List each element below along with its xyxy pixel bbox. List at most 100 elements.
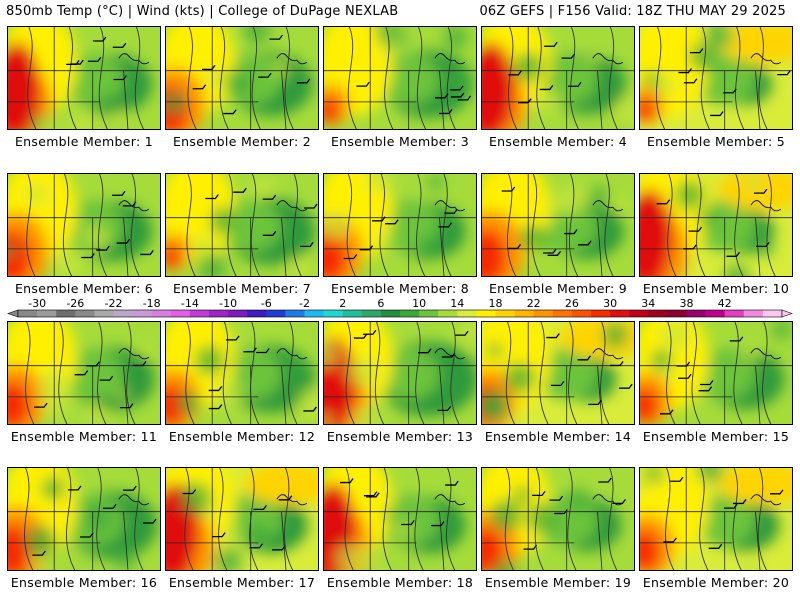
ensemble-member-map [481, 26, 635, 130]
colorbar-swatch [724, 310, 745, 317]
temperature-map [640, 27, 792, 129]
colorbar-swatch [762, 310, 783, 317]
colorbar-tick-label: 42 [718, 297, 732, 310]
colorbar-swatch [209, 310, 229, 317]
ensemble-member-map [639, 321, 793, 425]
colorbar-tick-label: -26 [66, 297, 84, 310]
temperature-colorbar: -30 -26 -22 -18 -14 -10 -6 -2 2 6 10 14 18 22 26 30 34 38… [7, 297, 793, 318]
temperature-map [482, 27, 634, 129]
colorbar-swatch [361, 310, 382, 317]
colorbar-swatch [380, 310, 401, 317]
temperature-map [166, 27, 318, 129]
temperature-map [324, 468, 476, 570]
colorbar-tick-label: 2 [339, 297, 346, 310]
colorbar-swatch [533, 310, 554, 317]
ensemble-member-map [323, 173, 477, 277]
colorbar-tick-label: 30 [603, 297, 617, 310]
colorbar-swatch [228, 310, 248, 317]
ensemble-member-map [165, 173, 319, 277]
colorbar-tick-label: -14 [181, 297, 199, 310]
colorbar-left-arrow [7, 309, 19, 318]
member-label: Ensemble Member: 15 [642, 429, 790, 444]
colorbar-swatch [514, 310, 535, 317]
temperature-map [8, 468, 160, 570]
member-label: Ensemble Member: 11 [10, 429, 158, 444]
member-label: Ensemble Member: 19 [484, 575, 632, 590]
colorbar-tick-label: -10 [219, 297, 237, 310]
ensemble-member-map [481, 321, 635, 425]
temperature-map [640, 322, 792, 424]
temperature-map [640, 468, 792, 570]
member-label: Ensemble Member: 7 [172, 281, 311, 296]
colorbar-swatch [571, 310, 592, 317]
ensemble-member-map [639, 173, 793, 277]
colorbar-swatch [75, 310, 95, 317]
member-label: Ensemble Member: 17 [168, 575, 316, 590]
colorbar-swatch [113, 310, 134, 317]
member-label: Ensemble Member: 20 [642, 575, 790, 590]
ensemble-member-map [7, 321, 161, 425]
colorbar-tick-label: -30 [28, 297, 46, 310]
run-valid-time: 06Z GEFS | F156 Valid: 18Z THU MAY 29 20… [479, 4, 786, 19]
temperature-map [324, 27, 476, 129]
ensemble-member-map [323, 321, 477, 425]
member-label: Ensemble Member: 12 [168, 429, 316, 444]
member-label: Ensemble Member: 1 [14, 134, 153, 149]
colorbar-swatch [266, 310, 286, 317]
temperature-map [324, 174, 476, 276]
colorbar-swatch [18, 310, 38, 317]
ensemble-member-map [639, 26, 793, 130]
ensemble-member-map [481, 173, 635, 277]
colorbar-tick-label: 26 [565, 297, 579, 310]
colorbar-tick-label: 6 [377, 297, 384, 310]
temperature-map [166, 322, 318, 424]
member-label: Ensemble Member: 13 [326, 429, 474, 444]
colorbar-swatch [151, 310, 172, 317]
ensemble-member-map [7, 173, 161, 277]
colorbar-swatch [705, 310, 726, 317]
member-label: Ensemble Member: 18 [326, 575, 474, 590]
colorbar-swatch [495, 310, 516, 317]
colorbar-swatch [610, 310, 630, 317]
member-label: Ensemble Member: 14 [484, 429, 632, 444]
colorbar-tick-label: 34 [641, 297, 655, 310]
temperature-map [482, 322, 634, 424]
colorbar-tick-label: -22 [105, 297, 123, 310]
colorbar-swatch [132, 310, 153, 317]
temperature-map [166, 174, 318, 276]
colorbar-tick-label: 38 [680, 297, 694, 310]
temperature-map [482, 468, 634, 570]
member-label: Ensemble Member: 10 [642, 281, 790, 296]
colorbar-swatch [552, 310, 573, 317]
colorbar-swatch [667, 310, 687, 317]
ensemble-member-map [7, 467, 161, 571]
ensemble-member-map [165, 467, 319, 571]
colorbar-swatch [457, 310, 477, 317]
member-label: Ensemble Member: 5 [646, 134, 785, 149]
colorbar-swatch [648, 310, 668, 317]
member-label: Ensemble Member: 3 [330, 134, 469, 149]
temperature-map [640, 174, 792, 276]
ensemble-member-map [7, 26, 161, 130]
colorbar-tick-label: -6 [261, 297, 272, 310]
colorbar-swatch [94, 310, 114, 317]
colorbar-swatch [400, 310, 420, 317]
colorbar-swatch [285, 310, 305, 317]
member-label: Ensemble Member: 6 [14, 281, 153, 296]
ensemble-member-map [165, 26, 319, 130]
colorbar-swatch [438, 310, 458, 317]
colorbar-swatch [591, 310, 611, 317]
colorbar-swatch [304, 310, 325, 317]
member-label: Ensemble Member: 16 [10, 575, 158, 590]
colorbar-swatch [56, 310, 76, 317]
colorbar-swatch [629, 310, 649, 317]
page-title: 850mb Temp (°C) | Wind (kts) | College o… [6, 4, 399, 19]
temperature-map [324, 322, 476, 424]
ensemble-member-map [323, 26, 477, 130]
colorbar-swatch [189, 310, 210, 317]
colorbar-tick-label: 14 [450, 297, 464, 310]
colorbar-tick-label: -2 [299, 297, 310, 310]
colorbar-tick-label: 22 [527, 297, 541, 310]
temperature-map [482, 174, 634, 276]
colorbar-tick-label: 18 [489, 297, 503, 310]
